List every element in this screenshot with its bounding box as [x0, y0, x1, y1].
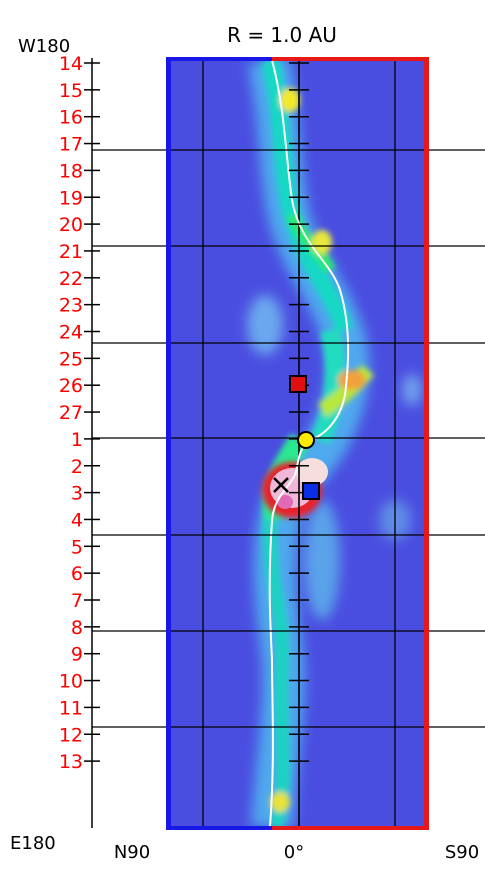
- y-tick-label: 20: [59, 214, 83, 236]
- y-tick-label: 12: [59, 724, 83, 746]
- x-label-n90: N90: [114, 842, 150, 863]
- y-tick-label: 18: [59, 160, 83, 182]
- y-tick-label: 22: [59, 268, 83, 290]
- y-tick-label: 8: [71, 617, 83, 639]
- blue-square-marker: [302, 482, 320, 500]
- corner-label-e180: E180: [10, 833, 56, 854]
- map-field: [168, 60, 427, 827]
- y-tick-label: 10: [59, 671, 83, 693]
- y-tick-label: 26: [59, 375, 83, 397]
- left-border: [166, 58, 171, 829]
- y-tick-label: 23: [59, 295, 83, 317]
- y-tick-label: 15: [59, 80, 83, 102]
- center-axis-ticks: [289, 62, 309, 762]
- y-tick-label: 19: [59, 187, 83, 209]
- y-tick-label: 9: [71, 644, 83, 666]
- bottom-border-left: [166, 826, 272, 830]
- horizontal-grid: [92, 149, 485, 728]
- y-tick-label: 24: [59, 322, 83, 344]
- y-tick-label: 7: [71, 590, 83, 612]
- top-border-left: [166, 57, 272, 61]
- map-title: R = 1.0 AU: [227, 23, 337, 47]
- y-tick-label: 14: [59, 53, 83, 75]
- left-axis-ticks: 1415161718192021222324252627123456789101…: [59, 53, 100, 773]
- y-tick-label: 6: [71, 563, 83, 585]
- y-tick-label: 4: [71, 509, 83, 531]
- y-tick-label: 1: [71, 429, 83, 451]
- yellow-circle-marker: [297, 431, 315, 449]
- y-tick-label: 5: [71, 536, 83, 558]
- red-square-marker: [289, 375, 307, 393]
- x-marker: [273, 477, 289, 493]
- y-tick-label: 27: [59, 402, 83, 424]
- top-border-right: [272, 57, 429, 61]
- x-label-s90: S90: [445, 842, 479, 863]
- y-tick-label: 11: [59, 697, 83, 719]
- y-tick-label: 2: [71, 456, 83, 478]
- x-label-center: 0°: [284, 842, 304, 863]
- right-border: [424, 58, 429, 829]
- y-tick-label: 17: [59, 134, 83, 156]
- y-tick-label: 16: [59, 107, 83, 129]
- y-tick-label: 25: [59, 348, 83, 370]
- y-tick-label: 13: [59, 751, 83, 773]
- corner-label-w180: W180: [18, 36, 70, 57]
- y-tick-label: 3: [71, 483, 83, 505]
- y-tick-label: 21: [59, 241, 83, 263]
- bottom-border-right: [272, 826, 429, 830]
